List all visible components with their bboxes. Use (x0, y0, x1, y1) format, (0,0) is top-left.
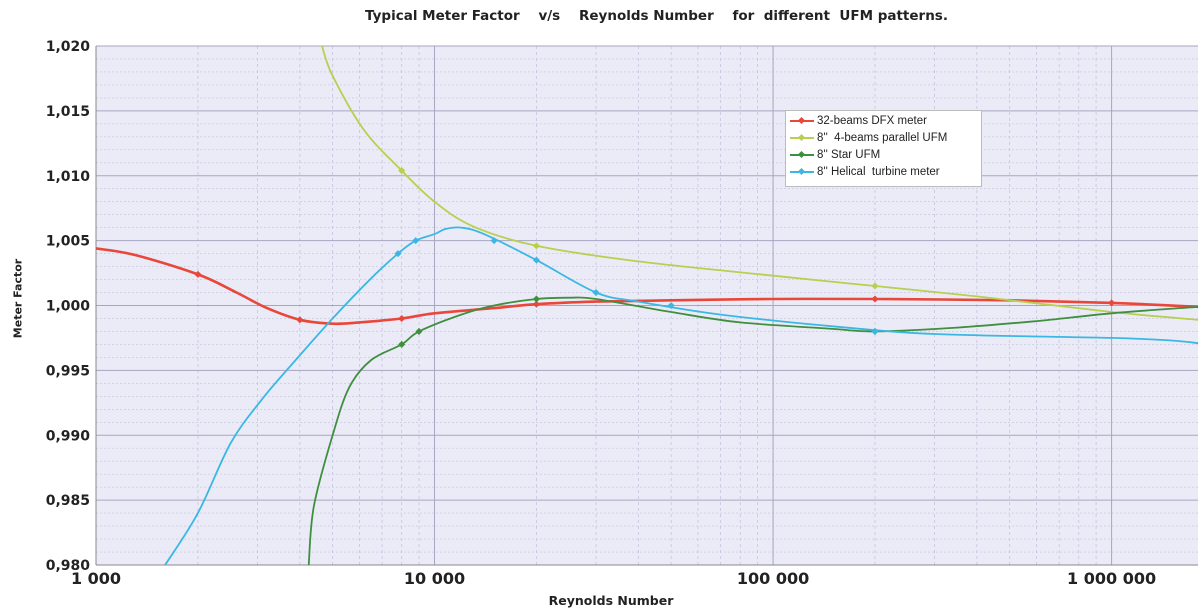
x-axis-title: Reynolds Number (548, 593, 674, 608)
y-tick-label: 1,005 (46, 234, 90, 250)
data-point (1108, 299, 1116, 307)
legend: 32-beams DFX meter 8'' 4-beams parallel … (785, 110, 982, 187)
series-line (307, 296, 1198, 565)
data-point (415, 327, 423, 335)
legend-swatch-helical-turbine (790, 167, 814, 177)
series-line (96, 247, 1198, 326)
data-point (398, 167, 406, 175)
legend-item-parallel-ufm: 8'' 4-beams parallel UFM (790, 130, 947, 146)
legend-swatch-dfx (790, 116, 814, 126)
series-line (321, 46, 1198, 321)
series-layer (96, 46, 1198, 565)
legend-swatch-parallel-ufm (790, 133, 814, 143)
y-tick-label: 0,985 (46, 493, 90, 509)
y-tick-label: 0,980 (46, 558, 91, 574)
legend-item-helical-turbine: 8'' Helical turbine meter (790, 164, 940, 180)
data-point (532, 256, 540, 264)
y-tick-label: 1,020 (46, 39, 91, 55)
legend-label-parallel-ufm: 8'' 4-beams parallel UFM (817, 132, 948, 144)
data-point (667, 301, 675, 310)
legend-item-dfx: 32-beams DFX meter (790, 113, 927, 129)
data-point (532, 300, 540, 308)
data-point (871, 327, 879, 335)
data-point (490, 237, 498, 245)
x-tick-label: 10 000 (404, 569, 465, 588)
data-point (194, 270, 202, 278)
y-tick-label: 1,000 (46, 299, 91, 315)
y-tick-label: 1,010 (46, 169, 91, 185)
data-point (871, 295, 879, 303)
series-3 (164, 226, 1198, 565)
y-tick-label: 0,995 (46, 363, 90, 379)
y-tick-label: 1,015 (46, 104, 90, 120)
series-1 (321, 46, 1198, 321)
legend-item-star-ufm: 8'' Star UFM (790, 147, 880, 163)
legend-label-helical-turbine: 8'' Helical turbine meter (817, 166, 940, 178)
x-tick-label: 1 000 (71, 569, 121, 588)
y-tick-labels: 0,980 0,985 0,990 0,995 1,000 1,005 1,010 1,015… (46, 39, 91, 574)
x-tick-label: 100 000 (737, 569, 809, 588)
legend-label-dfx: 32-beams DFX meter (817, 115, 927, 127)
x-tick-label: 1 000 000 (1067, 569, 1156, 588)
legend-swatch-star-ufm (790, 150, 814, 160)
chart-title: Typical Meter Factor v/s Reynolds Number… (365, 8, 948, 24)
data-point (394, 250, 402, 258)
data-point (871, 282, 879, 290)
series-line (164, 226, 1198, 565)
x-tick-labels: 1 000 10 000 100 000 1 000 000 (71, 569, 1156, 588)
y-tick-label: 0,990 (46, 428, 91, 444)
legend-label-star-ufm: 8'' Star UFM (817, 149, 881, 161)
data-point (412, 237, 420, 245)
data-point (592, 289, 600, 297)
major-gridlines (95, 45, 1198, 566)
